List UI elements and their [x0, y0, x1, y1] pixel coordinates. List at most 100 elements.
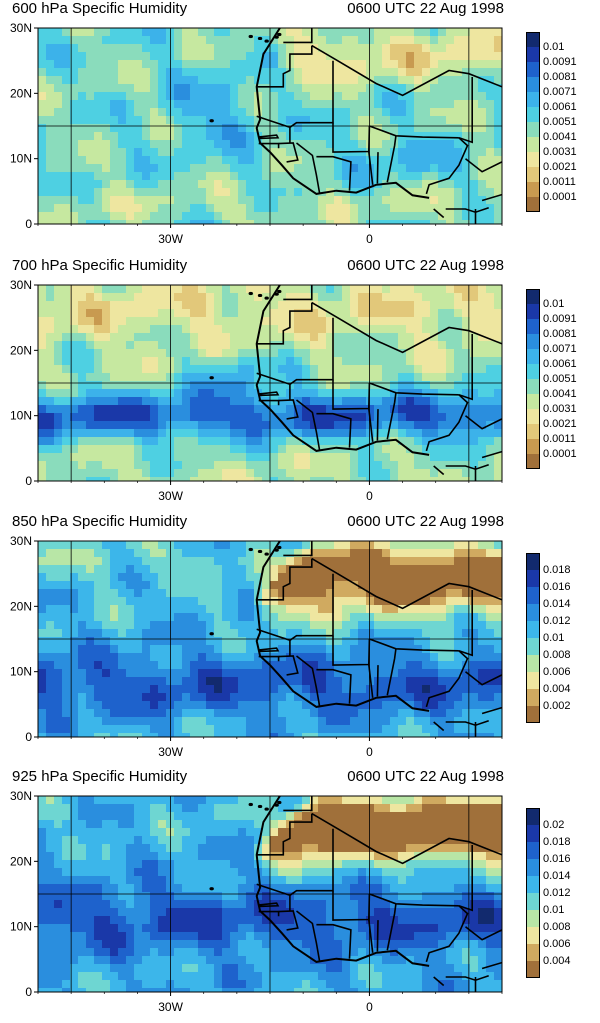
island — [249, 548, 253, 551]
colorbar-label: 0.01 — [543, 299, 564, 310]
colorbar-label: 0.014 — [543, 599, 571, 610]
country-border — [377, 920, 378, 951]
colorbar-label: 0.0071 — [543, 87, 577, 98]
y-tick-label: 20N — [10, 343, 32, 357]
panel-700hpa: 700 hPa Specific Humidity 0600 UTC 22 Au… — [0, 257, 600, 512]
island — [209, 887, 213, 890]
y-tick-label: 30N — [10, 534, 32, 548]
colorbar-label: 0.0051 — [543, 374, 577, 385]
colorbar-label: 0.0081 — [543, 72, 577, 83]
island — [264, 39, 268, 42]
colorbar-label: 0.0001 — [543, 449, 577, 460]
island — [249, 292, 253, 295]
island — [274, 804, 278, 807]
island — [264, 807, 268, 810]
humidity-map: 0 10N 20N 30N 30W 0 — [0, 0, 600, 255]
colorbar-label: 0.006 — [543, 667, 571, 678]
island — [277, 290, 281, 293]
island — [277, 801, 281, 804]
colorbar-label: 0.01 — [543, 42, 564, 53]
island — [258, 550, 262, 553]
colorbar-label: 0.018 — [543, 837, 571, 848]
colorbar-label: 0.01 — [543, 905, 564, 916]
colorbar-label: 0.0031 — [543, 404, 577, 415]
x-tick-label: 30W — [158, 745, 183, 759]
colorbar-label: 0.0091 — [543, 314, 577, 325]
x-tick-label: 0 — [366, 1000, 373, 1014]
panel-850hpa: 850 hPa Specific Humidity 0600 UTC 22 Au… — [0, 513, 600, 768]
island — [209, 632, 213, 635]
colorbar-label: 0.0061 — [543, 359, 577, 370]
island — [249, 35, 253, 38]
colorbar-label: 0.0001 — [543, 192, 577, 203]
island — [277, 546, 281, 549]
colorbar-label: 0.008 — [543, 922, 571, 933]
colorbar-label: 0.018 — [543, 565, 571, 576]
colorbar-legend: 0.002 0.004 0.006 0.008 0.01 0.012 0.014 0.016 0… — [526, 553, 590, 723]
island — [274, 293, 278, 296]
colorbar-label: 0.012 — [543, 616, 571, 627]
contour-field — [38, 285, 503, 488]
colorbar-label: 0.0021 — [543, 162, 577, 173]
y-tick-label: 10N — [10, 920, 32, 934]
y-tick-label: 30N — [10, 789, 32, 803]
colorbar-frame — [526, 289, 540, 469]
colorbar-label: 0.016 — [543, 854, 571, 865]
y-tick-label: 0 — [25, 217, 32, 231]
island — [264, 296, 268, 299]
contour-field — [38, 28, 503, 231]
colorbar-label: 0.014 — [543, 871, 571, 882]
colorbar-label: 0.016 — [543, 582, 571, 593]
panel-600hpa: 600 hPa Specific Humidity 0600 UTC 22 Au… — [0, 0, 600, 255]
colorbar-label: 0.006 — [543, 939, 571, 950]
x-tick-label: 0 — [366, 232, 373, 246]
y-tick-label: 0 — [25, 985, 32, 999]
y-tick-label: 10N — [10, 665, 32, 679]
y-tick-label: 30N — [10, 278, 32, 292]
country-border — [377, 152, 378, 183]
y-tick-label: 30N — [10, 21, 32, 35]
colorbar-label: 0.0011 — [543, 434, 576, 445]
colorbar-frame — [526, 553, 540, 723]
island — [274, 549, 278, 552]
colorbar-legend: 0.0001 0.0011 0.0021 0.0031 0.0041 0.0051 0.00… — [526, 32, 590, 212]
x-tick-label: 30W — [158, 489, 183, 503]
island — [258, 37, 262, 40]
colorbar-label: 0.0021 — [543, 419, 577, 430]
colorbar-label: 0.0051 — [543, 117, 577, 128]
y-tick-label: 20N — [10, 599, 32, 613]
island — [274, 36, 278, 39]
colorbar-label: 0.008 — [543, 650, 571, 661]
island — [209, 376, 213, 379]
colorbar-label: 0.012 — [543, 888, 571, 899]
colorbar-label: 0.0091 — [543, 57, 577, 68]
island — [209, 119, 213, 122]
island — [277, 33, 281, 36]
colorbar-label: 0.01 — [543, 633, 564, 644]
colorbar-label: 0.004 — [543, 684, 571, 695]
country-border — [377, 409, 378, 440]
colorbar-frame — [526, 32, 540, 212]
y-tick-label: 10N — [10, 152, 32, 166]
colorbar-label: 0.0031 — [543, 147, 577, 158]
island — [264, 552, 268, 555]
colorbar-label: 0.002 — [543, 701, 571, 712]
x-tick-label: 0 — [366, 489, 373, 503]
x-tick-label: 30W — [158, 232, 183, 246]
colorbar-label: 0.004 — [543, 956, 571, 967]
y-tick-label: 0 — [25, 474, 32, 488]
humidity-map: 0 10N 20N 30N 30W 0 — [0, 768, 600, 1023]
y-tick-label: 20N — [10, 854, 32, 868]
contour-field — [38, 796, 503, 999]
colorbar-frame — [526, 808, 540, 978]
colorbar-label: 0.0041 — [543, 132, 577, 143]
colorbar-label: 0.0011 — [543, 177, 576, 188]
y-tick-label: 20N — [10, 86, 32, 100]
colorbar-label: 0.0061 — [543, 102, 577, 113]
island — [249, 803, 253, 806]
x-tick-label: 30W — [158, 1000, 183, 1014]
panel-925hpa: 925 hPa Specific Humidity 0600 UTC 22 Au… — [0, 768, 600, 1023]
